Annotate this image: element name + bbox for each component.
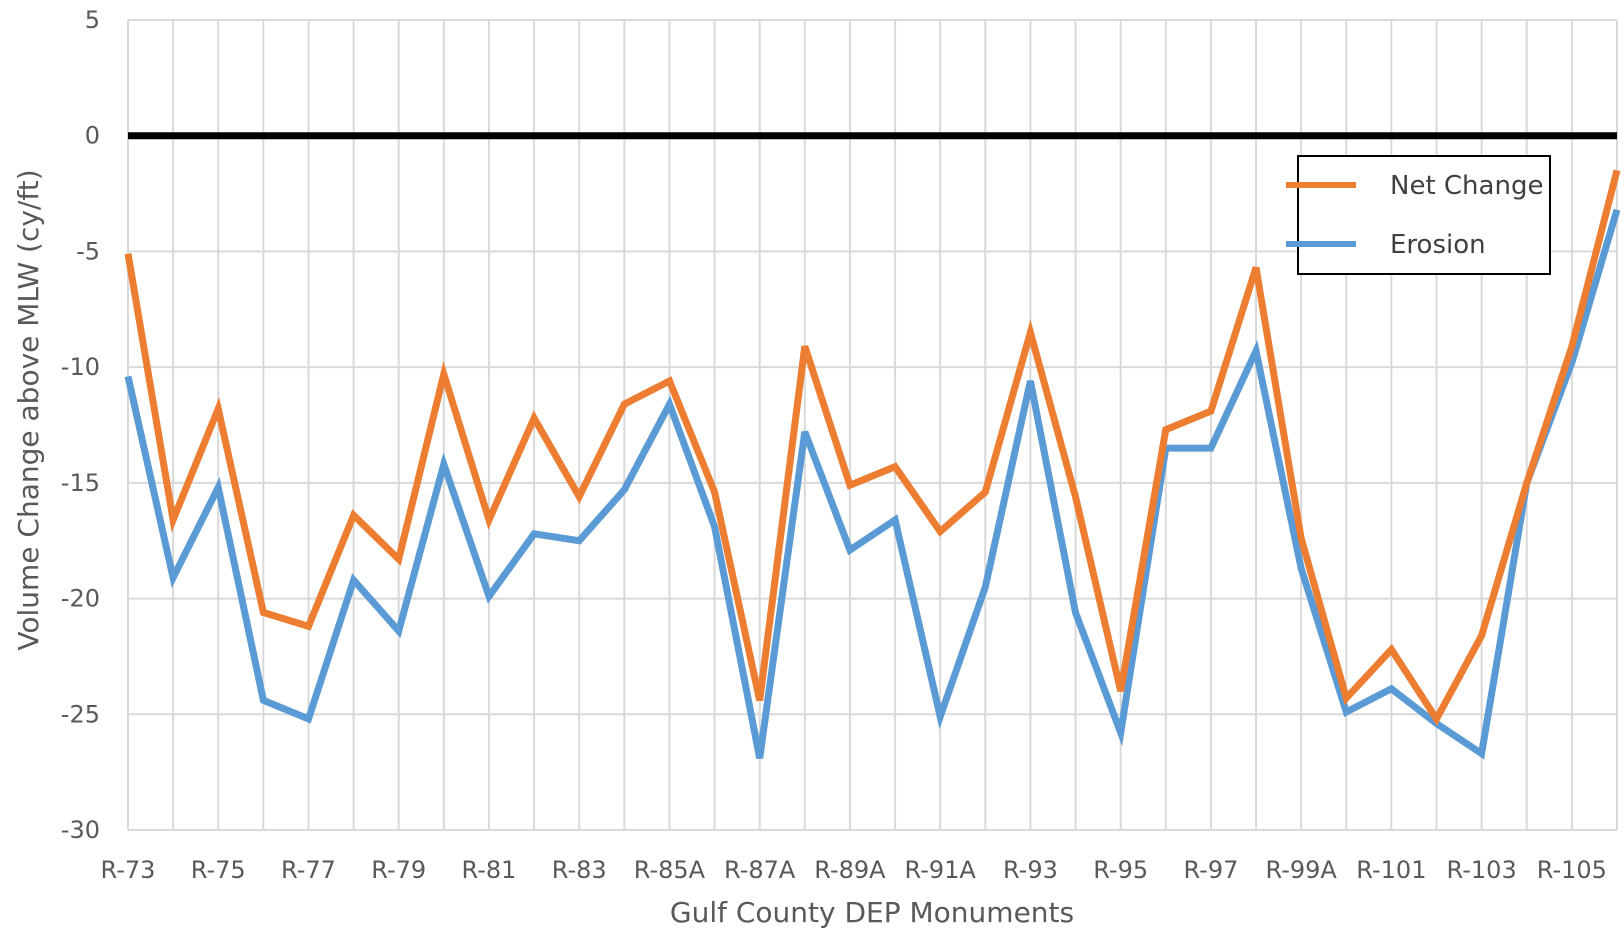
x-tick-label-24: R-97 — [1183, 856, 1238, 884]
x-tick-label-20: R-93 — [1003, 856, 1058, 884]
grid — [127, 19, 1618, 831]
x-tick-label-26: R-99A — [1265, 856, 1337, 884]
x-tick-label-14: R-87A — [724, 856, 796, 884]
y-tick-label-6: -25 — [61, 700, 100, 728]
legend-label-erosion: Erosion — [1390, 230, 1486, 260]
x-tick-label-16: R-89A — [814, 856, 886, 884]
y-tick-label-7: -30 — [61, 816, 100, 844]
x-tick-label-18: R-91A — [905, 856, 977, 884]
x-tick-label-32: R-105 — [1537, 856, 1607, 884]
x-axis-title: Gulf County DEP Monuments — [670, 896, 1074, 929]
y-tick-label-1: 0 — [85, 122, 100, 150]
y-tick-label-0: 5 — [85, 6, 100, 34]
tick-labels: 5 0 -5 -10 -15 -20 -25 -30R-73 R-75 R-77 R-79 R-81 R… — [61, 6, 1607, 884]
legend: Net Change Erosion — [1286, 155, 1551, 275]
x-tick-label-30: R-103 — [1447, 856, 1517, 884]
x-tick-label-12: R-85A — [634, 856, 706, 884]
x-tick-label-4: R-77 — [281, 856, 336, 884]
y-axis-title: Volume Change above MLW (cy/ft) — [12, 169, 45, 650]
x-tick-label-8: R-81 — [462, 856, 517, 884]
x-tick-label-10: R-83 — [552, 856, 607, 884]
y-tick-label-2: -5 — [76, 237, 100, 265]
x-tick-label-2: R-75 — [191, 856, 246, 884]
legend-label-net-change: Net Change — [1390, 171, 1543, 201]
series-line-erosion — [124, 208, 1621, 760]
y-tick-label-5: -20 — [61, 585, 100, 613]
series — [124, 169, 1621, 760]
x-tick-label-28: R-101 — [1356, 856, 1426, 884]
y-tick-label-3: -10 — [61, 353, 100, 381]
x-tick-label-0: R-73 — [101, 856, 156, 884]
legend-box — [1297, 155, 1551, 275]
y-tick-label-4: -15 — [61, 469, 100, 497]
x-tick-label-22: R-95 — [1093, 856, 1148, 884]
series-line-net-change — [124, 169, 1621, 726]
x-tick-label-6: R-79 — [371, 856, 426, 884]
